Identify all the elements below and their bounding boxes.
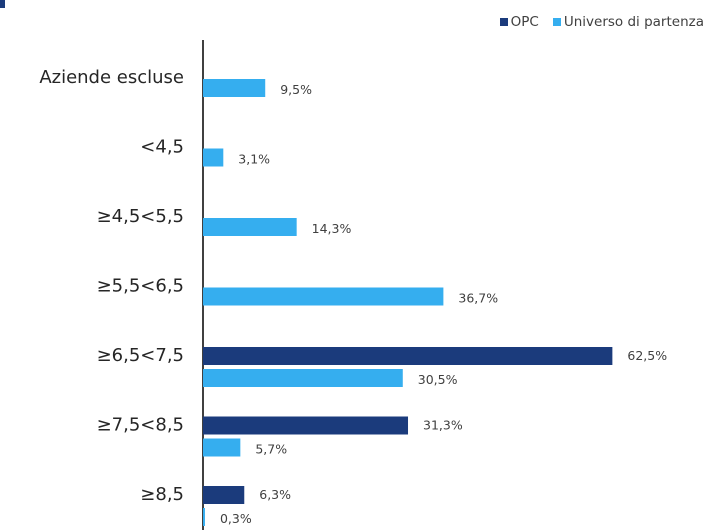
bar-universo: [203, 438, 241, 457]
bar-universo: [203, 148, 224, 167]
bar-opc: [203, 347, 613, 365]
data-label-opc: 62,5%: [627, 348, 667, 363]
data-label-universo: 5,7%: [255, 442, 287, 457]
data-label-universo: 30,5%: [418, 372, 458, 387]
corner-accent: [0, 0, 5, 8]
category-label: ≥5,5<6,5: [97, 276, 184, 297]
data-label-opc: 31,3%: [423, 418, 463, 433]
category-label: Aziende escluse: [39, 67, 184, 88]
category-label: ≥4,5<5,5: [97, 206, 184, 227]
legend: OPC Universo di partenza: [499, 14, 704, 30]
category-label: ≥6,5<7,5: [97, 345, 184, 366]
bar-universo: [203, 79, 266, 97]
category-label: <4,5: [140, 137, 184, 158]
category-label: ≥7,5<8,5: [97, 415, 184, 436]
data-label-universo: 0,3%: [220, 511, 252, 526]
bar-universo: [203, 287, 444, 306]
legend-swatch-universo: [552, 18, 561, 26]
data-label-universo: 14,3%: [312, 221, 352, 236]
legend-item-universo: Universo di partenza: [552, 14, 704, 30]
data-label-universo: 9,5%: [280, 82, 312, 97]
bar-universo: [203, 218, 297, 236]
legend-swatch-opc: [499, 18, 508, 26]
legend-label-opc: OPC: [510, 14, 539, 30]
bar-universo: [203, 508, 205, 526]
data-label-opc: 6,3%: [259, 487, 291, 502]
bar-opc: [203, 416, 409, 435]
legend-item-opc: OPC: [499, 14, 539, 30]
bar-universo: [203, 369, 403, 387]
legend-label-universo: Universo di partenza: [563, 14, 704, 30]
data-label-universo: 36,7%: [458, 291, 498, 306]
bar-opc: [203, 486, 245, 504]
data-label-universo: 3,1%: [238, 152, 270, 167]
category-label: ≥8,5: [140, 484, 184, 505]
